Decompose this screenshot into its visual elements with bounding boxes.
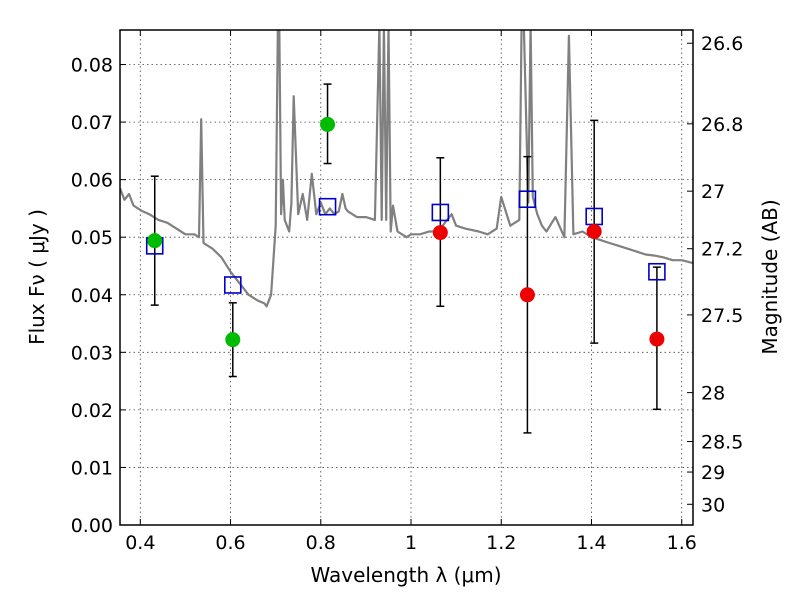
- model-photometry-square: [518, 190, 537, 209]
- x-tick-label: 0.8: [306, 532, 336, 554]
- right-tick-label: 27.2: [701, 239, 743, 261]
- green-data-point: [225, 332, 241, 348]
- right-tick-label: 29: [701, 462, 725, 484]
- red-data-point: [432, 225, 448, 241]
- plot-area: [120, 30, 693, 525]
- model-photometry-square: [431, 203, 450, 222]
- right-tick-label: 26.8: [701, 114, 743, 136]
- right-tick-label: 27: [701, 181, 725, 203]
- x-tick-label: 0.4: [125, 532, 155, 554]
- y-tick-label: 0.01: [71, 457, 113, 479]
- y-tick-label: 0.05: [71, 227, 113, 249]
- model-photometry-square: [223, 276, 242, 294]
- y-tick-label: 0.02: [71, 400, 113, 422]
- model-spectrum-layer: [120, 30, 693, 308]
- y-tick-label: 0.04: [71, 285, 113, 307]
- marker-layer: [145, 116, 666, 348]
- green-data-point: [320, 116, 336, 132]
- y-tick-label: 0.06: [71, 170, 113, 192]
- x-tick-label: 0.6: [215, 532, 245, 554]
- right-tick-label: 30: [701, 494, 725, 516]
- right-axis-label: Magnitude (AB): [758, 199, 782, 354]
- y-tick-label: 0.00: [71, 515, 113, 537]
- y-tick-label: 0.08: [71, 55, 113, 77]
- x-tick-label: 1.4: [576, 532, 606, 554]
- right-tick-label: 27.5: [701, 305, 743, 327]
- red-data-point: [519, 287, 535, 303]
- right-tick-label: 28: [701, 383, 725, 405]
- y-axis-label: Flux Fν ( μJy ): [25, 209, 49, 345]
- red-data-point: [586, 223, 602, 239]
- red-data-point: [649, 331, 665, 347]
- tick-labels: 0.4 0.6 0.8 1 1.2 1.4 1.6 0.00 0.01 0.02 0.03 0.04 0…: [71, 33, 744, 554]
- ticks: [120, 30, 693, 526]
- x-tick-label: 1.6: [667, 532, 697, 554]
- model-photometry-square: [648, 262, 666, 281]
- plot-frame: [119, 29, 694, 526]
- right-tick-label: 28.5: [701, 432, 743, 454]
- x-tick-label: 1.2: [486, 532, 516, 554]
- model-photometry-square: [318, 197, 337, 216]
- y-tick-label: 0.03: [71, 342, 113, 364]
- green-data-point: [147, 233, 163, 249]
- model-spectrum-line: [120, 30, 693, 308]
- y-tick-label: 0.07: [71, 112, 113, 134]
- x-tick-label: 1: [405, 532, 417, 554]
- x-axis-label: Wavelength λ (μm): [310, 563, 501, 587]
- right-tick-label: 26.6: [701, 33, 743, 55]
